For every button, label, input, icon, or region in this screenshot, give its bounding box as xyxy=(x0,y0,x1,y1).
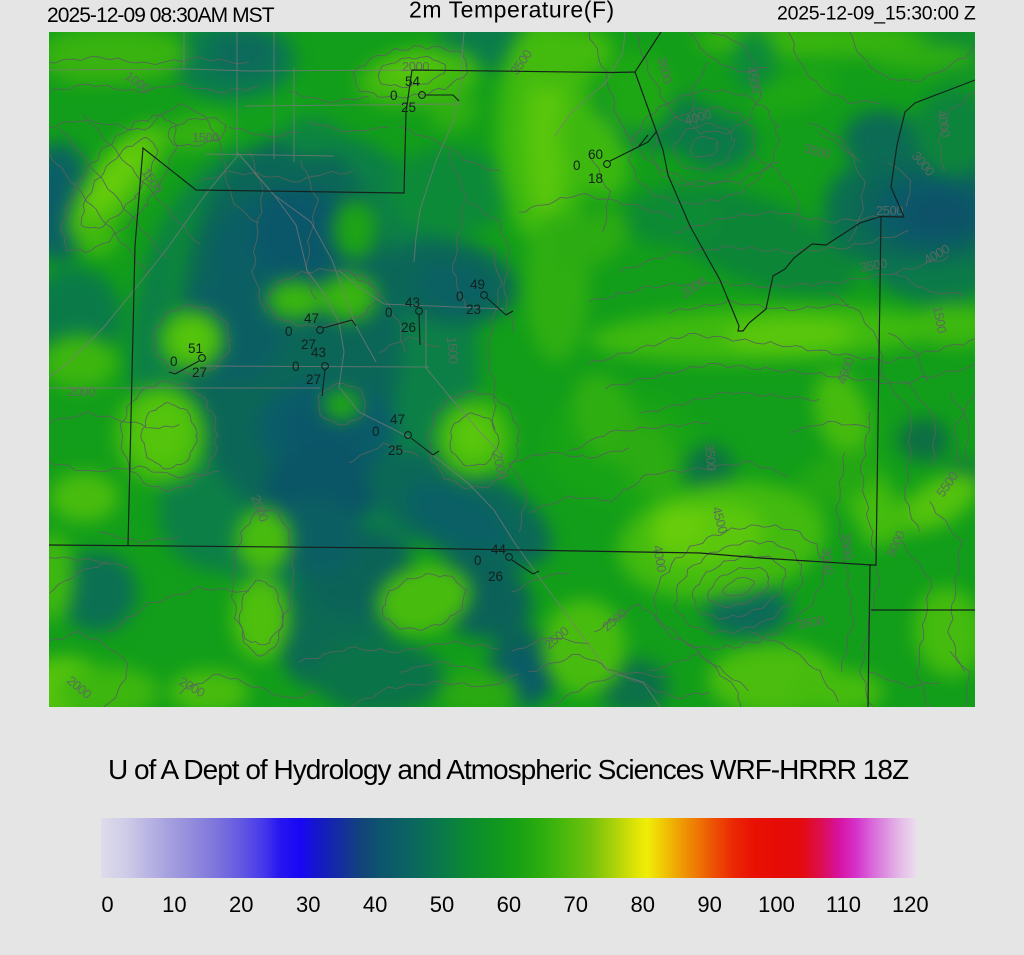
svg-text:27: 27 xyxy=(301,337,316,352)
svg-text:25: 25 xyxy=(401,100,416,115)
svg-text:51: 51 xyxy=(188,341,203,356)
svg-text:3500: 3500 xyxy=(796,612,825,631)
svg-text:25: 25 xyxy=(388,443,403,458)
svg-text:2025-12-09 08:30AM MST: 2025-12-09 08:30AM MST xyxy=(47,4,275,27)
svg-text:0: 0 xyxy=(372,424,380,439)
svg-text:26: 26 xyxy=(401,320,416,335)
svg-text:100: 100 xyxy=(758,892,795,917)
svg-text:0: 0 xyxy=(285,324,293,339)
svg-text:3500: 3500 xyxy=(702,443,719,471)
svg-text:0: 0 xyxy=(390,88,398,103)
svg-text:90: 90 xyxy=(697,892,721,917)
svg-text:60: 60 xyxy=(588,147,603,162)
svg-text:3500: 3500 xyxy=(802,140,832,162)
svg-text:4000: 4000 xyxy=(934,109,953,138)
svg-text:2000: 2000 xyxy=(68,384,95,399)
svg-text:0: 0 xyxy=(170,354,178,369)
svg-text:2000: 2000 xyxy=(490,451,509,480)
svg-text:2500: 2500 xyxy=(876,203,903,218)
svg-text:49: 49 xyxy=(470,277,485,292)
svg-text:1500: 1500 xyxy=(930,305,949,334)
svg-text:18: 18 xyxy=(588,171,603,186)
svg-text:3000: 3000 xyxy=(819,547,836,575)
svg-text:3500: 3500 xyxy=(839,532,856,560)
svg-text:2000: 2000 xyxy=(402,59,429,74)
svg-text:40: 40 xyxy=(363,892,387,917)
svg-text:26: 26 xyxy=(488,569,503,584)
svg-text:50: 50 xyxy=(430,892,454,917)
svg-text:1500: 1500 xyxy=(444,336,461,364)
svg-text:1500: 1500 xyxy=(192,130,219,145)
svg-text:U of A Dept of Hydrology and A: U of A Dept of Hydrology and Atmospheric… xyxy=(108,754,909,785)
svg-text:4000: 4000 xyxy=(650,544,669,573)
svg-text:2025-12-09_15:30:00 Z: 2025-12-09_15:30:00 Z xyxy=(777,3,976,25)
svg-text:0: 0 xyxy=(456,289,464,304)
svg-text:4500: 4500 xyxy=(743,65,765,95)
svg-text:27: 27 xyxy=(192,365,207,380)
svg-text:43: 43 xyxy=(405,295,420,310)
svg-text:30: 30 xyxy=(296,892,320,917)
svg-text:4500: 4500 xyxy=(709,505,731,535)
svg-text:3500: 3500 xyxy=(654,55,676,85)
svg-text:0: 0 xyxy=(385,305,393,320)
svg-text:0: 0 xyxy=(292,359,300,374)
svg-text:10: 10 xyxy=(162,892,186,917)
svg-text:23: 23 xyxy=(466,302,481,317)
svg-text:2m Temperature(F): 2m Temperature(F) xyxy=(409,0,615,23)
svg-text:44: 44 xyxy=(491,542,507,557)
svg-text:54: 54 xyxy=(405,74,421,89)
svg-text:70: 70 xyxy=(564,892,588,917)
svg-text:4000: 4000 xyxy=(683,106,713,128)
svg-text:47: 47 xyxy=(390,412,405,427)
svg-text:120: 120 xyxy=(892,892,929,917)
svg-text:47: 47 xyxy=(304,311,319,326)
svg-text:0: 0 xyxy=(101,892,113,917)
svg-text:0: 0 xyxy=(474,553,482,568)
svg-text:60: 60 xyxy=(497,892,521,917)
svg-text:80: 80 xyxy=(630,892,654,917)
svg-text:0: 0 xyxy=(573,158,581,173)
svg-text:110: 110 xyxy=(826,892,861,917)
svg-text:43: 43 xyxy=(311,345,326,360)
svg-text:20: 20 xyxy=(229,892,253,917)
svg-text:27: 27 xyxy=(306,372,321,387)
